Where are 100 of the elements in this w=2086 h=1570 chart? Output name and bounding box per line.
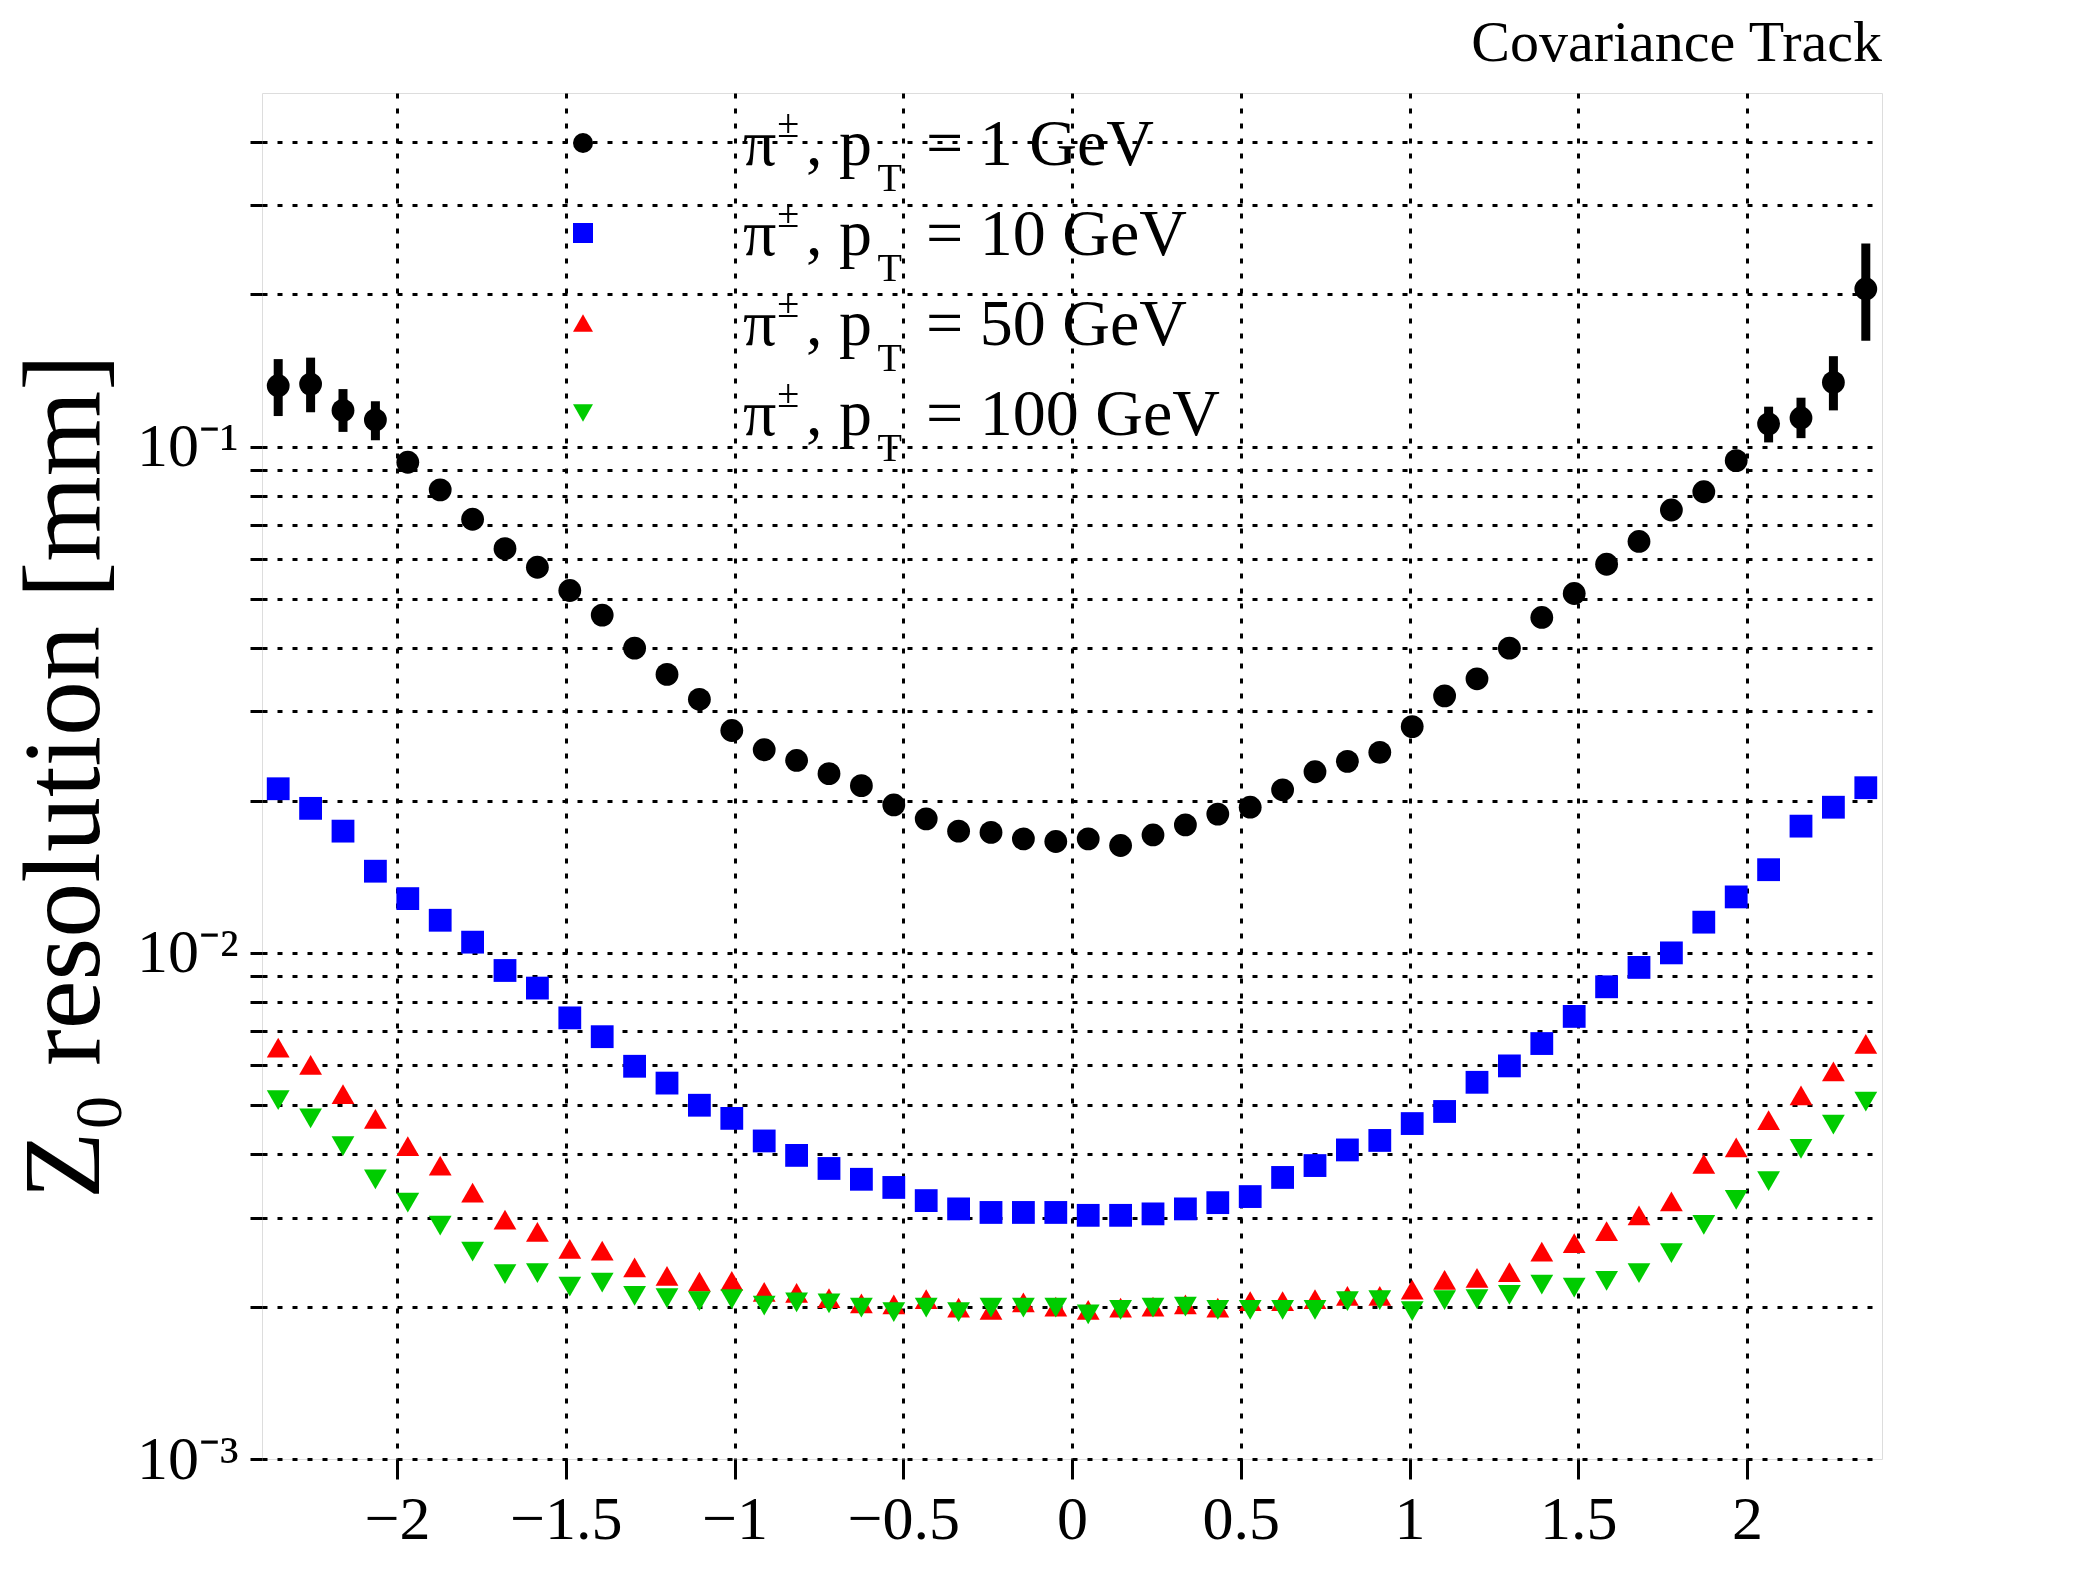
point bbox=[1433, 684, 1456, 708]
point bbox=[590, 1025, 614, 1049]
point bbox=[1627, 956, 1651, 979]
point bbox=[914, 1297, 938, 1318]
y-tick-label: 10⁻² bbox=[136, 917, 239, 986]
point bbox=[655, 1266, 679, 1286]
point bbox=[1109, 1203, 1132, 1227]
point bbox=[850, 774, 873, 798]
point bbox=[1757, 1171, 1780, 1192]
point bbox=[1498, 1054, 1521, 1078]
point bbox=[1044, 1201, 1068, 1224]
point bbox=[623, 1054, 646, 1078]
y-axis-title: Z₀ resolution [mm] bbox=[0, 354, 123, 1199]
point bbox=[850, 1167, 873, 1191]
point bbox=[1433, 1269, 1456, 1290]
point bbox=[493, 1264, 517, 1284]
point bbox=[1627, 1205, 1651, 1226]
point bbox=[1271, 1300, 1294, 1320]
x-tick-label: 2 bbox=[1732, 1483, 1763, 1552]
point bbox=[979, 1201, 1003, 1224]
point bbox=[1724, 1137, 1748, 1158]
point bbox=[882, 1302, 906, 1323]
point bbox=[299, 1054, 322, 1075]
point bbox=[428, 1215, 452, 1236]
point bbox=[493, 1209, 517, 1230]
x-tick-label: −0.5 bbox=[847, 1483, 960, 1552]
point bbox=[1562, 1233, 1586, 1254]
point bbox=[1012, 1297, 1035, 1318]
point bbox=[461, 507, 484, 531]
point bbox=[1692, 910, 1716, 934]
point bbox=[266, 1090, 290, 1110]
point bbox=[688, 1093, 711, 1117]
point bbox=[914, 1189, 938, 1213]
point bbox=[1822, 795, 1845, 819]
point bbox=[1595, 1270, 1618, 1291]
point bbox=[1303, 1154, 1327, 1177]
point bbox=[558, 1276, 582, 1297]
point bbox=[299, 1108, 322, 1129]
point bbox=[1854, 776, 1878, 800]
point bbox=[688, 687, 711, 711]
point bbox=[1012, 827, 1035, 851]
point bbox=[1660, 498, 1683, 522]
point bbox=[1076, 1203, 1100, 1227]
point bbox=[623, 1286, 646, 1306]
point bbox=[1789, 814, 1813, 838]
point bbox=[1757, 1110, 1780, 1131]
point bbox=[1336, 1291, 1359, 1312]
point bbox=[1400, 1301, 1424, 1321]
point bbox=[752, 738, 776, 762]
chart-title: Covariance Track bbox=[1471, 9, 1882, 74]
point bbox=[720, 1106, 744, 1130]
point bbox=[785, 1292, 808, 1313]
point bbox=[1012, 1201, 1035, 1224]
point bbox=[526, 1263, 549, 1283]
point bbox=[1595, 552, 1618, 576]
point bbox=[590, 1240, 614, 1261]
point bbox=[428, 478, 452, 502]
point bbox=[299, 796, 322, 820]
point bbox=[1562, 582, 1586, 605]
point bbox=[461, 1182, 484, 1203]
point bbox=[1141, 823, 1165, 847]
point bbox=[1822, 1061, 1845, 1082]
point bbox=[1854, 1091, 1878, 1112]
point bbox=[1627, 530, 1651, 553]
point bbox=[1692, 1153, 1716, 1174]
point bbox=[396, 450, 420, 474]
x-tick-label: −1 bbox=[702, 1483, 768, 1552]
point bbox=[590, 603, 614, 627]
point bbox=[1692, 1215, 1716, 1235]
point bbox=[752, 1295, 776, 1316]
point bbox=[331, 819, 355, 843]
point bbox=[396, 1136, 420, 1157]
point bbox=[364, 859, 387, 883]
point bbox=[655, 1288, 679, 1308]
point bbox=[1822, 1114, 1845, 1135]
point bbox=[947, 1302, 970, 1323]
point bbox=[1595, 1221, 1618, 1241]
point bbox=[1530, 606, 1554, 629]
point bbox=[331, 1084, 355, 1104]
point bbox=[1724, 1190, 1748, 1210]
point bbox=[1368, 740, 1392, 764]
x-tick-label: 0.5 bbox=[1202, 1483, 1280, 1552]
point bbox=[1238, 1300, 1262, 1320]
point bbox=[1271, 778, 1294, 802]
point bbox=[1692, 480, 1716, 504]
point bbox=[1562, 1005, 1586, 1028]
point bbox=[266, 777, 290, 801]
point bbox=[655, 1071, 679, 1095]
point bbox=[1336, 749, 1359, 773]
point bbox=[1174, 813, 1197, 837]
point bbox=[461, 1241, 484, 1262]
point bbox=[1174, 1197, 1197, 1221]
x-tick-label: 1 bbox=[1394, 1483, 1426, 1552]
point bbox=[623, 1257, 646, 1278]
x-tick-label: 1.5 bbox=[1540, 1483, 1618, 1552]
point bbox=[331, 1136, 355, 1157]
point bbox=[720, 719, 744, 742]
point bbox=[1238, 1185, 1262, 1208]
point bbox=[1660, 1191, 1683, 1212]
point bbox=[1465, 1070, 1489, 1094]
